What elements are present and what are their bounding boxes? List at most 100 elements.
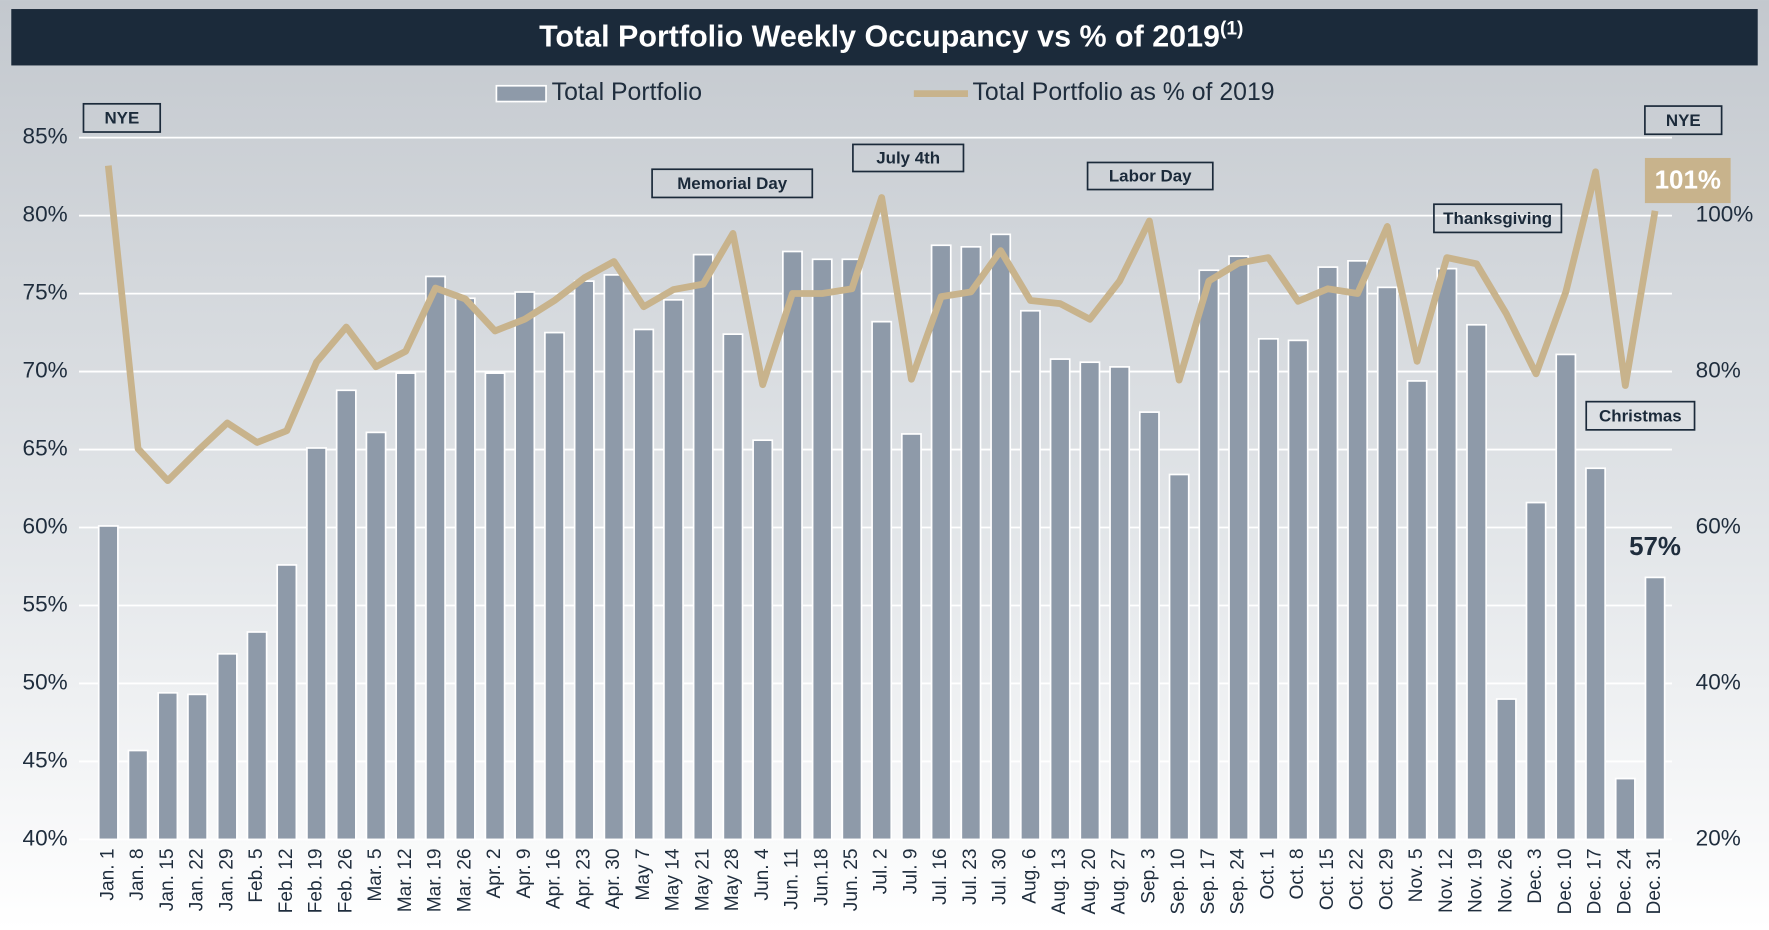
bar <box>1228 255 1250 841</box>
x-tick-label: Mar. 12 <box>395 848 416 912</box>
bar <box>1079 361 1101 841</box>
bar <box>395 372 417 841</box>
bar <box>187 693 208 841</box>
x-tick-label: Nov. 5 <box>1406 848 1427 902</box>
x-tick-label: Nov. 19 <box>1466 848 1487 913</box>
x-tick-label: Dec. 17 <box>1585 848 1606 914</box>
y-tick-label: 55% <box>23 591 68 616</box>
bar <box>454 297 476 841</box>
bar <box>663 298 684 841</box>
bar <box>633 328 655 841</box>
bar <box>1436 267 1458 841</box>
annotation: Memorial Day <box>677 174 788 193</box>
bar <box>514 291 536 841</box>
y-tick-label: 45% <box>23 747 68 772</box>
x-tick-label: Jul. 16 <box>930 848 951 904</box>
bar <box>1257 337 1279 841</box>
bar <box>1555 353 1577 841</box>
legend-label: Total Portfolio <box>552 79 702 106</box>
x-tick-label: Nov. 26 <box>1495 848 1516 913</box>
bar <box>1049 358 1071 841</box>
x-tick-label: Apr. 9 <box>514 848 535 898</box>
x-tick-label: Jul. 30 <box>990 848 1011 904</box>
line <box>104 165 1659 485</box>
bar <box>1168 473 1190 841</box>
x-tick-label: Sep. 17 <box>1198 848 1219 914</box>
annotation-box <box>651 168 814 199</box>
bar <box>841 258 863 841</box>
bar <box>573 280 595 841</box>
bar <box>246 631 268 841</box>
x-tick-label: Mar. 19 <box>425 848 446 912</box>
x-tick-label: Sep. 24 <box>1228 848 1249 914</box>
bar <box>425 275 446 841</box>
x-tick-label: Apr. 23 <box>573 848 594 909</box>
bar <box>811 258 833 841</box>
bar <box>930 244 952 841</box>
y-tick-label: 40% <box>23 825 68 850</box>
x-tick-label: May 14 <box>663 848 684 911</box>
x-tick-label: Sep. 3 <box>1138 848 1159 903</box>
x-tick-label: Oct. 1 <box>1257 848 1278 899</box>
x-tick-label: May 21 <box>692 848 713 911</box>
bar <box>752 439 774 841</box>
x-tick-label: Jan. 22 <box>187 848 208 911</box>
x-tick-label: Oct. 15 <box>1317 848 1338 910</box>
y2-tick-label: 100% <box>1696 201 1754 226</box>
annotation-box <box>852 143 965 173</box>
x-tick-label: Jan. 29 <box>216 848 237 911</box>
bar <box>97 525 119 841</box>
bar <box>960 245 982 841</box>
value-label-box <box>1644 157 1731 204</box>
annotation: Thanksgiving <box>1443 209 1552 228</box>
y-tick-label: 85% <box>23 124 68 149</box>
x-tick-label: Aug. 6 <box>1019 848 1040 903</box>
x-tick-label: Dec. 3 <box>1525 848 1546 903</box>
annotation-box <box>1585 400 1696 431</box>
x-tick-label: Jul. 9 <box>900 848 921 894</box>
value-label: 57% <box>1629 533 1681 561</box>
bar <box>335 389 357 841</box>
x-tick-label: May 28 <box>722 848 743 911</box>
x-tick-label: Mar. 5 <box>365 848 386 901</box>
x-tick-label: Aug. 27 <box>1109 848 1130 914</box>
annotation: NYE <box>104 109 139 128</box>
y2-tick-label: 40% <box>1696 669 1741 694</box>
value-label: 101% <box>1655 167 1721 195</box>
annotation: Labor Day <box>1109 167 1192 186</box>
x-tick-label: Jan. 8 <box>127 848 148 900</box>
y-tick-label: 75% <box>23 280 68 305</box>
bar <box>216 652 238 841</box>
annotation-box <box>1433 203 1563 234</box>
x-tick-label: Feb. 12 <box>276 848 297 913</box>
x-tick-label: Jan. 1 <box>97 848 118 900</box>
x-tick-label: Jun. 25 <box>841 848 862 911</box>
title-bar <box>11 9 1758 66</box>
bar <box>276 564 298 841</box>
bar <box>1109 366 1131 841</box>
bar <box>544 331 565 841</box>
bar <box>1406 380 1428 841</box>
y-tick-label: 80% <box>23 202 68 227</box>
y2-tick-label: 80% <box>1696 357 1741 382</box>
bar <box>365 431 387 841</box>
chart-title: Total Portfolio Weekly Occupancy vs % of… <box>539 19 1220 53</box>
bar <box>603 274 625 841</box>
bar <box>1614 777 1636 841</box>
x-tick-label: Aug. 20 <box>1079 848 1100 914</box>
x-tick-label: Aug. 13 <box>1049 848 1070 914</box>
bar <box>1317 266 1339 841</box>
x-tick-label: Oct. 29 <box>1376 848 1397 910</box>
bar <box>484 372 506 841</box>
bar <box>722 333 744 841</box>
bar <box>1495 698 1517 841</box>
legend-swatch <box>495 84 547 103</box>
bar <box>1287 339 1309 841</box>
bar <box>1138 411 1160 841</box>
annotation-box <box>1644 105 1723 136</box>
x-tick-label: Mar. 26 <box>454 848 475 912</box>
bar <box>1644 576 1666 841</box>
x-tick-label: Feb. 19 <box>306 848 327 913</box>
bar <box>692 253 714 841</box>
